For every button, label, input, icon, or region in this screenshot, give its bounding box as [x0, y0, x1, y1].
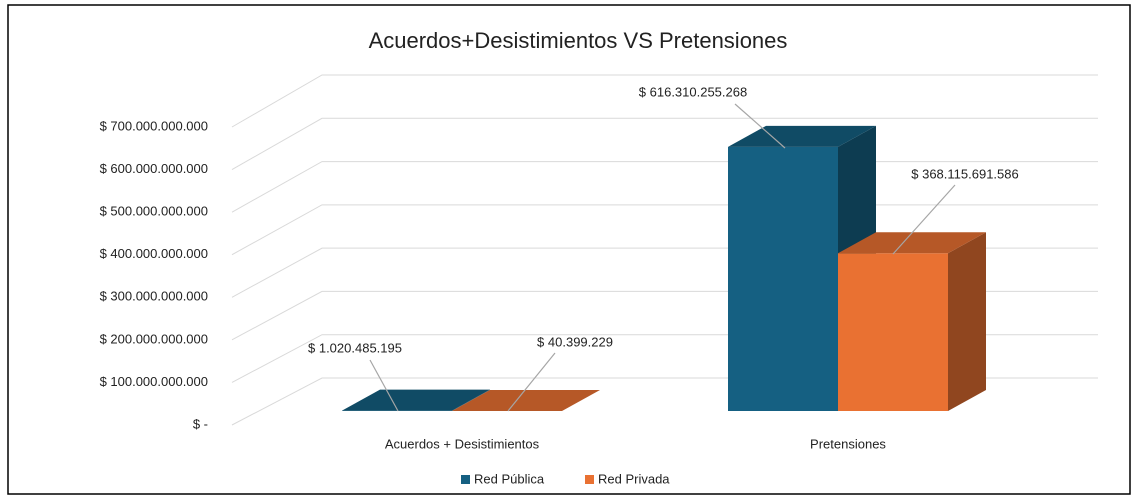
- y-tick-label: $ 500.000.000.000: [100, 204, 208, 219]
- data-label: $ 40.399.229: [537, 334, 613, 349]
- data-label: $ 1.020.485.195: [308, 340, 402, 355]
- bar: [838, 232, 986, 411]
- y-tick-label: $ 200.000.000.000: [100, 331, 208, 346]
- y-tick-label: $ 100.000.000.000: [100, 374, 208, 389]
- y-tick-label: $ 400.000.000.000: [100, 246, 208, 261]
- legend-label: Red Privada: [598, 471, 670, 486]
- data-label: $ 616.310.255.268: [639, 84, 747, 99]
- y-tick-label: $ -: [193, 416, 208, 431]
- legend-label: Red Pública: [474, 471, 545, 486]
- chart-title: Acuerdos+Desistimientos VS Pretensiones: [369, 28, 788, 53]
- y-tick-label: $ 600.000.000.000: [100, 161, 208, 176]
- y-tick-label: $ 300.000.000.000: [100, 289, 208, 304]
- data-label: $ 368.115.691.586: [911, 166, 1018, 181]
- bar-front: [838, 253, 948, 411]
- y-tick-label: $ 700.000.000.000: [100, 118, 208, 133]
- legend-swatch: [585, 475, 594, 484]
- x-tick-label: Acuerdos + Desistimientos: [385, 436, 540, 451]
- bar-side: [948, 232, 986, 411]
- x-tick-label: Pretensiones: [810, 436, 886, 451]
- legend-swatch: [461, 475, 470, 484]
- bar-front: [728, 147, 838, 411]
